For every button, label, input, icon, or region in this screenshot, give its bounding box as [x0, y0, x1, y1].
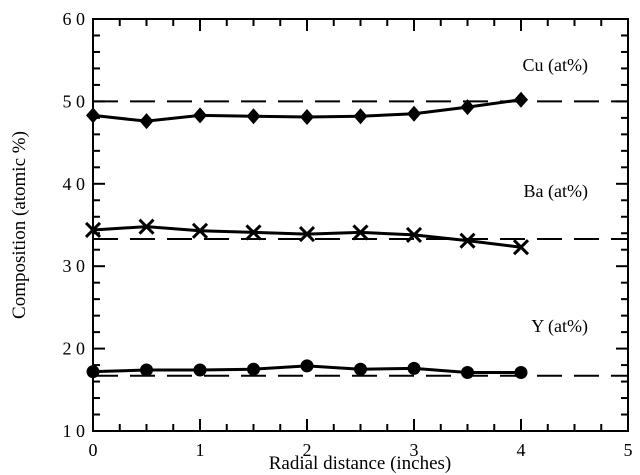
y-tick-label: 5 0 [63, 91, 86, 111]
data-point-circle [354, 362, 367, 376]
data-point-x [512, 239, 530, 256]
series-labels: Cu (at%) Ba (at%) Y (at%) [523, 55, 588, 337]
data-point-diamond [514, 91, 528, 108]
data-point-circle [140, 363, 153, 377]
ref-lines [93, 100, 628, 377]
x-tick-label: 3 [410, 440, 419, 460]
data-point-diamond [353, 108, 368, 125]
data-point-circle [193, 363, 207, 377]
data-point-circle [514, 365, 528, 379]
y-tick-label: 2 0 [63, 339, 86, 359]
data-point-x [245, 224, 262, 241]
x-tick-label: 4 [517, 440, 526, 460]
tick-labels: 0 1 2 3 4 5 1 0 2 0 3 0 4 0 5 0 6 0 [63, 9, 633, 460]
data-point-x [191, 222, 209, 239]
data-point-diamond [460, 99, 475, 116]
x-tick-label: 0 [89, 440, 98, 460]
x-tick-label: 1 [196, 440, 205, 460]
data-point-circle [461, 365, 474, 379]
data-point-circle [247, 362, 260, 376]
data-point-diamond [246, 108, 261, 125]
y-tick-label: 4 0 [63, 174, 86, 194]
data-point-x [138, 218, 155, 235]
y-tick-label: 1 0 [63, 421, 86, 441]
y-axis-title: Composition (atomic %) [9, 131, 30, 319]
x-tick-label: 5 [624, 440, 633, 460]
series-markers [84, 91, 530, 379]
y-tick-label: 3 0 [63, 256, 86, 276]
x-tick-label: 2 [303, 440, 312, 460]
series-line [92, 225, 522, 249]
y-tick-label: 6 0 [63, 9, 86, 29]
series-label: Ba (at%) [524, 181, 588, 202]
data-point-diamond [139, 113, 154, 130]
data-point-x [405, 226, 423, 243]
data-point-x [298, 226, 316, 243]
data-point-circle [300, 359, 314, 373]
axis-ticks [92, 18, 629, 432]
series-label: Cu (at%) [523, 55, 588, 76]
data-point-diamond [407, 105, 421, 122]
data-point-x [459, 232, 476, 249]
data-point-diamond [193, 107, 207, 124]
x-axis-title: Radial distance (inches) [269, 453, 452, 474]
series-label: Y (at%) [531, 316, 588, 337]
data-point-diamond [300, 109, 314, 126]
data-point-circle [407, 361, 421, 375]
data-point-x [352, 224, 369, 241]
